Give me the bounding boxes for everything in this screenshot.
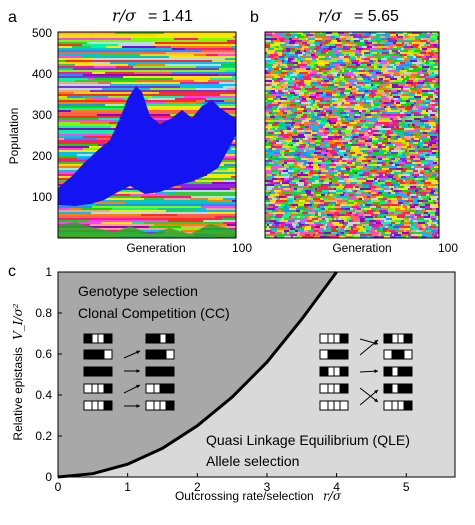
- panel-a-xlabel: Generation: [126, 241, 185, 255]
- cc-label-line2: Clonal Competition (CC): [78, 305, 230, 321]
- boundary-curve: [57, 271, 338, 479]
- panel-c-xlabel-text: Outcrossing rate/selection: [175, 489, 314, 503]
- panel-c-xtick: 1: [124, 480, 131, 494]
- panel-c-xtick: 2: [194, 480, 201, 494]
- panel-b-title-value: = 5.65: [354, 8, 399, 25]
- panel-a-frame: [57, 31, 237, 239]
- panel-a-ytick: 300: [32, 108, 52, 122]
- panel-c-ytick: 0.2: [35, 429, 52, 443]
- panel-c-ytick: 0.6: [35, 347, 52, 361]
- panel-b-letter: b: [250, 9, 259, 26]
- panel-c-ylabel-var: V_I/σ²: [11, 303, 25, 340]
- qle-label-line1: Quasi Linkage Equilibrium (QLE): [206, 432, 410, 448]
- panel-a-heatmap: [58, 32, 236, 238]
- genotype-diagram-cc: [83, 333, 175, 411]
- phase-diagram: 0 1 2 3 4 5 0 0.2 0.4 0.6 0.8 1: [35, 265, 455, 494]
- panel-c-frame: [57, 271, 456, 478]
- panel-a-xtick: 100: [232, 241, 252, 255]
- panel-c-ytick: 0: [45, 470, 52, 484]
- genotype-diagram-qle: [319, 333, 413, 411]
- panel-a-letter: a: [8, 9, 17, 26]
- panel-c-ytick: 1: [45, 265, 52, 279]
- panel-c-xtick: 3: [264, 480, 271, 494]
- panel-b-title-var: r/σ: [318, 6, 343, 25]
- panel-c-xlabel-var: r/σ: [323, 489, 342, 503]
- panel-c-xtick: 5: [403, 480, 410, 494]
- qle-label-line2: Allele selection: [206, 453, 299, 469]
- panel-b-xtick: 100: [438, 241, 458, 255]
- panel-a-title-var: r/σ: [112, 6, 137, 25]
- panel-b-frame: [264, 31, 440, 239]
- panel-b-xlabel: Generation: [332, 241, 391, 255]
- panel-a-ylabel: Population: [7, 108, 21, 165]
- panel-a-ytick: 200: [32, 149, 52, 163]
- panel-a-title-value: = 1.41: [148, 8, 193, 25]
- cc-label-line1: Genotype selection: [78, 283, 198, 299]
- panel-a-ytick: 500: [32, 26, 52, 40]
- panel-c-xtick: 0: [55, 480, 62, 494]
- panel-b-heatmap: [265, 32, 439, 238]
- panel-c-xtick: 4: [333, 480, 340, 494]
- panel-c-ylabel-text: Relative epistasis: [11, 347, 25, 440]
- panel-c-letter: c: [8, 263, 16, 280]
- panel-a-ytick: 400: [32, 67, 52, 81]
- panel-c-ytick: 0.4: [35, 388, 52, 402]
- panel-a-ytick: 100: [32, 190, 52, 204]
- panel-c-ytick: 0.8: [35, 306, 52, 320]
- cc-region: [58, 272, 337, 477]
- clonal-blob: [58, 86, 236, 206]
